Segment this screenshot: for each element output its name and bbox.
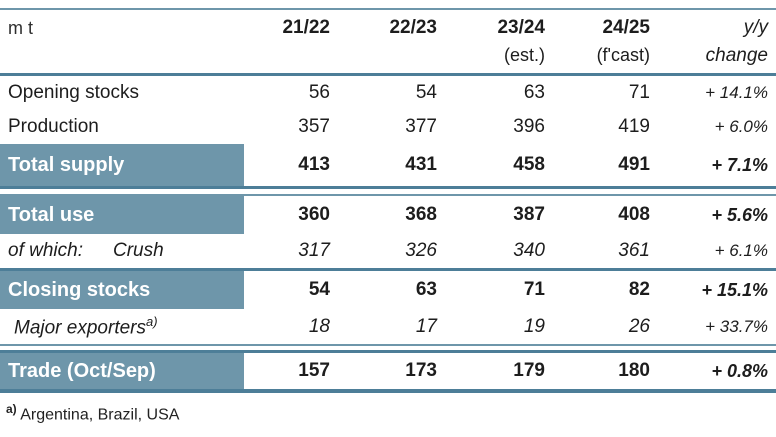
- major-exporters-label: Major exporters: [14, 317, 146, 339]
- value-yoy: + 0.8%: [711, 360, 768, 381]
- crush-label: Crush: [112, 240, 164, 261]
- value-2425: 180: [618, 360, 650, 381]
- row-label: Opening stocks: [8, 82, 139, 103]
- column-header-2425: 24/25 (f'cast): [553, 14, 658, 68]
- table-row-total-supply: Total supply 413 431 458 491 + 7.1%: [0, 144, 776, 186]
- value-2223: 326: [405, 240, 437, 261]
- value-2122: 357: [298, 116, 330, 137]
- table-top-rule: [0, 8, 776, 10]
- double-rule-separator: [0, 186, 776, 196]
- value-2324: 179: [513, 360, 545, 381]
- value-2223: 173: [405, 360, 437, 381]
- of-which-label: of which:: [8, 240, 83, 261]
- unit-label: m t: [8, 18, 33, 38]
- year-label: 23/24: [497, 17, 545, 38]
- row-label: Production: [8, 116, 99, 137]
- value-2425: 491: [618, 154, 650, 175]
- value-2223: 63: [415, 279, 437, 300]
- yoy-label-line2: change: [705, 44, 768, 66]
- top-margin: [0, 0, 776, 8]
- year-label: 24/25: [602, 17, 650, 38]
- value-2425: 419: [618, 116, 650, 137]
- value-2324: 71: [523, 279, 545, 300]
- table-row-production: Production 357 377 396 419 + 6.0%: [0, 110, 776, 144]
- value-2324: 340: [513, 240, 545, 261]
- value-2223: 54: [415, 82, 437, 103]
- table-row-trade: Trade (Oct/Sep) 157 173 179 180 + 0.8%: [0, 353, 776, 389]
- value-2425: 361: [618, 240, 650, 261]
- value-2122: 157: [298, 360, 330, 381]
- table-row-crush: of which: Crush 317 326 340 361 + 6.1%: [0, 234, 776, 268]
- value-yoy: + 33.7%: [705, 316, 768, 336]
- value-yoy: + 5.6%: [711, 204, 768, 225]
- value-2425: 71: [628, 82, 650, 103]
- value-yoy: + 6.1%: [714, 241, 768, 260]
- value-2122: 413: [298, 154, 330, 175]
- footnote-marker: a): [146, 313, 158, 329]
- value-2324: 63: [523, 82, 545, 103]
- row-label: of which: Crush: [0, 240, 244, 262]
- value-2122: 56: [308, 82, 330, 103]
- table-header-row: m t 21/22 22/23 23/24 (est.) 24/25 (f'ca…: [0, 10, 776, 73]
- footnote-marker: a): [6, 402, 17, 416]
- value-yoy: + 14.1%: [705, 83, 768, 102]
- estimate-flag: (est.): [503, 44, 545, 65]
- double-rule-separator: [0, 344, 776, 353]
- column-header-2324: 23/24 (est.): [445, 14, 553, 68]
- value-2425: 26: [628, 315, 650, 337]
- row-label: Major exportersa): [0, 314, 244, 339]
- yoy-label-line1: y/y: [743, 17, 768, 38]
- table-bottom-rule: [0, 389, 776, 393]
- year-label: 21/22: [282, 17, 330, 38]
- value-2425: 82: [628, 279, 650, 300]
- value-2324: 458: [513, 154, 545, 175]
- column-header-2122: 21/22: [244, 14, 338, 42]
- header-separator-rule: [0, 73, 776, 76]
- value-2223: 368: [405, 204, 437, 225]
- row-label-highlight: Trade (Oct/Sep): [0, 353, 244, 389]
- forecast-flag: (f'cast): [596, 44, 650, 65]
- row-label-highlight: Closing stocks: [0, 271, 244, 309]
- year-label: 22/23: [389, 17, 437, 38]
- single-rule-separator: [0, 268, 776, 271]
- value-2324: 19: [523, 315, 545, 337]
- value-yoy: + 7.1%: [711, 154, 768, 175]
- footnote-text: Argentina, Brazil, USA: [20, 406, 180, 424]
- table-row-total-use: Total use 360 368 387 408 + 5.6%: [0, 196, 776, 234]
- footnote: a) Argentina, Brazil, USA: [0, 402, 776, 424]
- value-yoy: + 6.0%: [714, 117, 768, 136]
- value-2122: 360: [298, 204, 330, 225]
- table-row-opening-stocks: Opening stocks 56 54 63 71 + 14.1%: [0, 76, 776, 110]
- value-2122: 54: [308, 279, 330, 300]
- table-row-major-exporters: Major exportersa) 18 17 19 26 + 33.7%: [0, 309, 776, 344]
- value-2223: 377: [405, 116, 437, 137]
- value-2425: 408: [618, 204, 650, 225]
- value-2324: 387: [513, 204, 545, 225]
- value-2122: 18: [308, 315, 330, 337]
- value-2223: 431: [405, 154, 437, 175]
- table-row-closing-stocks: Closing stocks 54 63 71 82 + 15.1%: [0, 271, 776, 309]
- column-header-yoy: y/y change: [658, 14, 776, 69]
- column-header-2223: 22/23: [338, 14, 445, 42]
- value-2324: 396: [513, 116, 545, 137]
- value-2122: 317: [298, 240, 330, 261]
- row-label-highlight: Total use: [0, 196, 244, 234]
- value-2223: 17: [415, 315, 437, 337]
- value-yoy: + 15.1%: [701, 279, 768, 300]
- row-label-highlight: Total supply: [0, 144, 244, 186]
